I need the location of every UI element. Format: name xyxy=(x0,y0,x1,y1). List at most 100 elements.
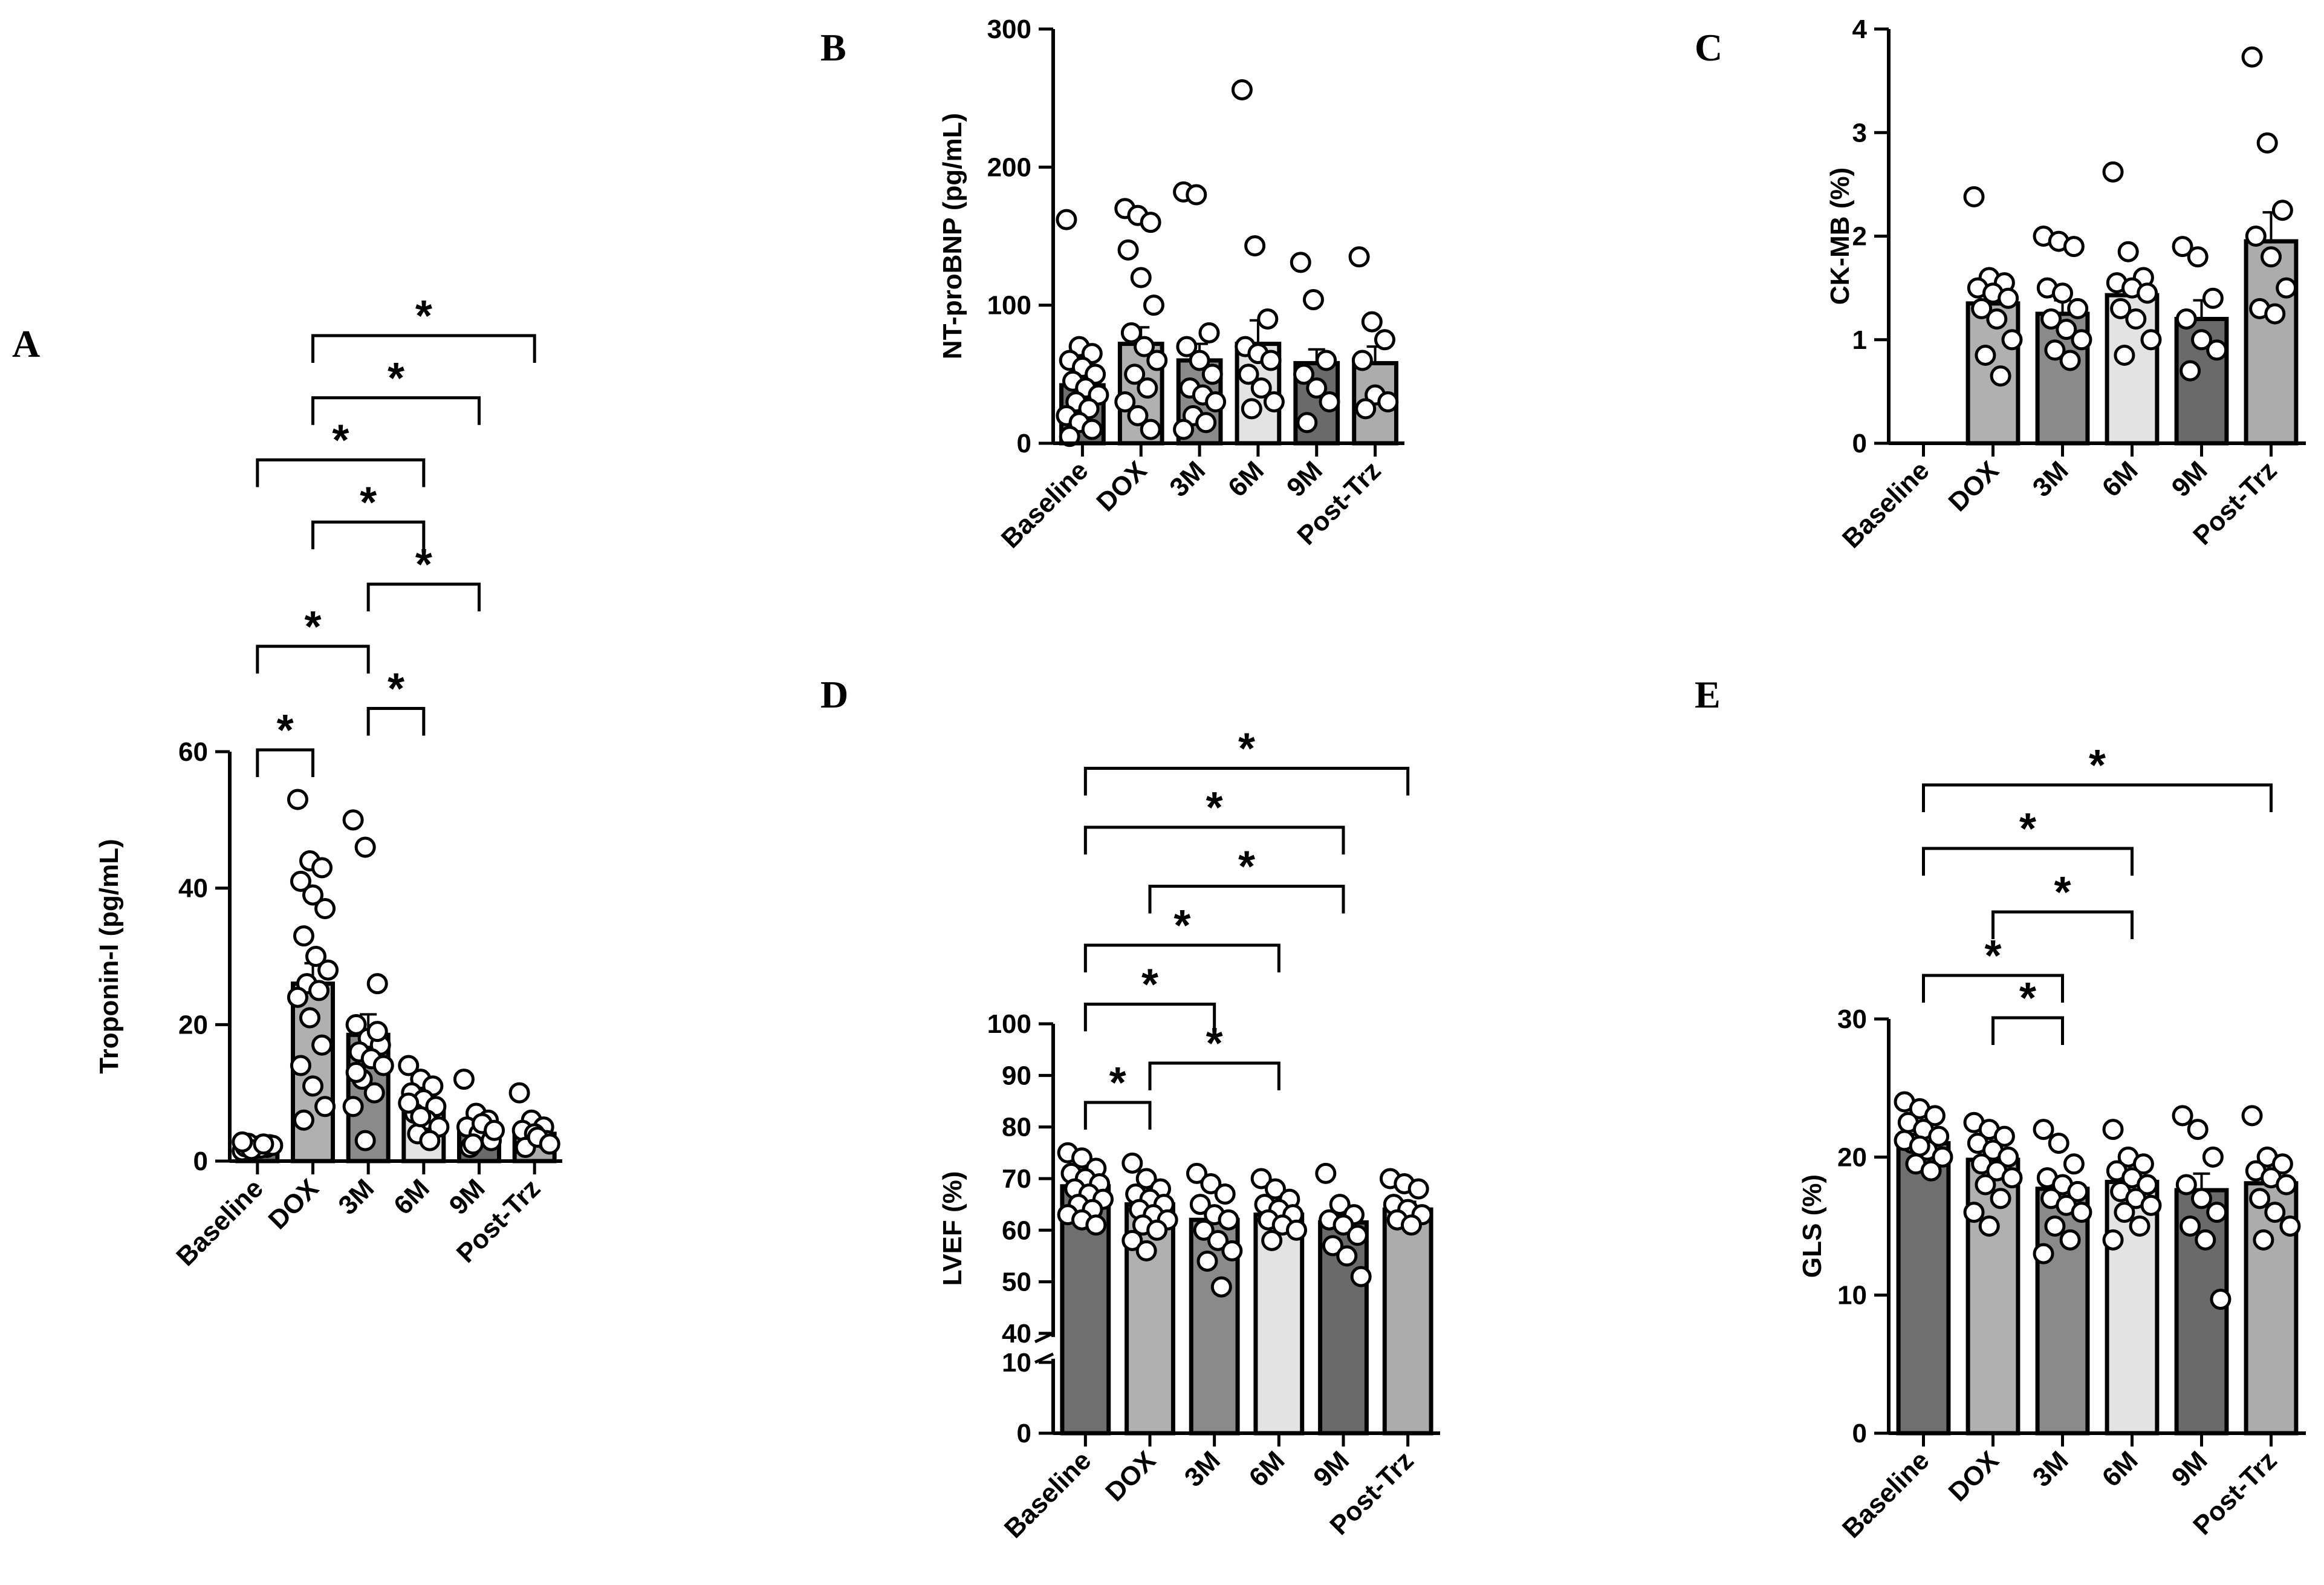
data-point-A-DOX xyxy=(314,898,336,920)
significance-bracket-D xyxy=(1083,767,1410,796)
data-point-D-9M xyxy=(1336,1245,1358,1267)
data-point-C-Post-Trz xyxy=(2241,46,2263,68)
significance-star-E: * xyxy=(2054,868,2071,917)
data-point-E-6M xyxy=(2132,1153,2154,1175)
data-point-B-3M xyxy=(1173,418,1195,440)
data-point-C-9M xyxy=(2180,360,2201,382)
data-point-A-3M xyxy=(342,809,364,831)
data-point-C-3M xyxy=(2063,236,2085,258)
significance-bracket-E xyxy=(1922,783,2273,812)
data-point-E-9M xyxy=(2187,1119,2209,1141)
data-point-D-6M xyxy=(1286,1219,1308,1241)
panel-letter-A: A xyxy=(12,322,40,365)
significance-bracket-D xyxy=(1083,1101,1152,1130)
data-point-A-3M xyxy=(345,1014,367,1035)
significance-star-D: * xyxy=(1141,961,1158,1009)
data-point-A-3M xyxy=(366,973,388,995)
data-point-B-6M xyxy=(1250,377,1272,399)
significance-star-D: * xyxy=(1238,725,1255,773)
data-point-B-DOX xyxy=(1114,391,1136,412)
data-point-C-3M xyxy=(2067,298,2089,319)
significance-bracket-D xyxy=(1083,825,1345,854)
data-point-D-DOX xyxy=(1135,1240,1157,1261)
data-point-B-9M xyxy=(1316,350,1337,371)
data-point-A-DOX xyxy=(302,884,323,906)
data-point-A-3M xyxy=(372,1055,394,1076)
data-point-E-9M xyxy=(2180,1216,2201,1237)
data-point-C-DOX xyxy=(1998,287,2019,309)
data-point-E-Post-Trz xyxy=(2264,1202,2286,1223)
significance-star-A: * xyxy=(388,665,404,714)
data-point-B-6M xyxy=(1257,308,1279,330)
data-point-C-Post-Trz xyxy=(2256,132,2278,154)
data-point-D-3M xyxy=(1218,1209,1239,1231)
data-point-D-3M xyxy=(1221,1240,1243,1261)
data-point-B-6M xyxy=(1231,79,1253,100)
data-point-A-DOX xyxy=(287,789,308,810)
data-point-B-6M xyxy=(1244,235,1266,256)
data-point-E-3M xyxy=(2067,1180,2089,1202)
data-point-B-3M xyxy=(1186,184,1207,206)
data-point-C-Post-Trz xyxy=(2261,246,2282,268)
data-point-C-3M xyxy=(2059,350,2081,371)
data-point-B-DOX xyxy=(1117,239,1139,261)
data-point-B-6M xyxy=(1263,391,1285,412)
data-point-A-Baseline xyxy=(253,1133,274,1155)
data-point-B-9M xyxy=(1319,391,1340,412)
data-point-A-3M xyxy=(345,1061,367,1083)
data-point-B-Post-Trz xyxy=(1348,246,1370,268)
y-tick-label-E: 0 xyxy=(1852,1419,1867,1448)
data-point-E-Baseline xyxy=(1932,1146,1953,1168)
significance-star-A: * xyxy=(304,603,321,651)
data-point-A-DOX xyxy=(293,925,314,947)
data-point-D-3M xyxy=(1189,1194,1211,1216)
significance-bracket-E xyxy=(1991,1016,2064,1045)
significance-star-E: * xyxy=(2089,741,2106,790)
data-point-A-6M xyxy=(398,1092,420,1114)
data-point-D-3M xyxy=(1210,1276,1232,1298)
data-point-B-6M xyxy=(1238,363,1259,385)
data-point-C-DOX xyxy=(2001,329,2023,351)
data-point-E-6M xyxy=(2102,1119,2124,1141)
significance-star-E: * xyxy=(1984,932,2001,980)
y-tick-label-A: 0 xyxy=(193,1147,208,1176)
panel-letter-C: C xyxy=(1695,26,1722,69)
data-point-A-6M xyxy=(398,1055,420,1076)
significance-star-D: * xyxy=(1238,843,1255,891)
y-tick-label-C: 1 xyxy=(1852,325,1867,355)
data-point-B-DOX xyxy=(1127,405,1149,426)
data-point-E-9M xyxy=(2206,1202,2228,1223)
data-point-C-6M xyxy=(2125,308,2147,330)
bar-E-Baseline xyxy=(1896,1141,1951,1436)
data-point-B-Baseline xyxy=(1059,426,1080,448)
data-point-E-DOX xyxy=(1978,1216,2000,1237)
data-point-A-DOX xyxy=(290,1055,311,1076)
data-point-A-6M xyxy=(410,1106,432,1128)
bar-D-Post-Trz xyxy=(1382,1207,1433,1436)
data-point-D-3M xyxy=(1207,1229,1229,1251)
data-point-A-3M xyxy=(354,1130,376,1151)
data-point-B-Baseline xyxy=(1056,209,1077,230)
data-point-E-9M xyxy=(2172,1105,2193,1127)
data-point-B-9M xyxy=(1296,412,1318,434)
data-point-A-3M xyxy=(366,1021,388,1043)
y-axis-label-E: GLS (%) xyxy=(1797,1174,1827,1278)
significance-star-A: * xyxy=(277,706,294,755)
data-point-E-Baseline xyxy=(1909,1135,1930,1157)
data-point-C-9M xyxy=(2172,236,2193,258)
data-point-B-6M xyxy=(1241,398,1262,420)
data-point-D-9M xyxy=(1346,1225,1368,1246)
data-point-C-3M xyxy=(2056,319,2077,340)
data-point-E-6M xyxy=(2102,1229,2124,1251)
data-point-B-DOX xyxy=(1143,295,1164,316)
data-point-C-DOX xyxy=(1963,186,1985,207)
significance-star-A: * xyxy=(388,354,404,403)
data-point-C-9M xyxy=(2175,308,2197,330)
data-point-B-DOX xyxy=(1124,363,1146,385)
data-point-E-3M xyxy=(2071,1202,2092,1223)
data-point-C-6M xyxy=(2114,344,2135,366)
y-tick-label-E: 30 xyxy=(1837,1004,1867,1034)
data-point-C-9M xyxy=(2202,287,2224,309)
y-tick-label-E: 10 xyxy=(1837,1281,1867,1310)
